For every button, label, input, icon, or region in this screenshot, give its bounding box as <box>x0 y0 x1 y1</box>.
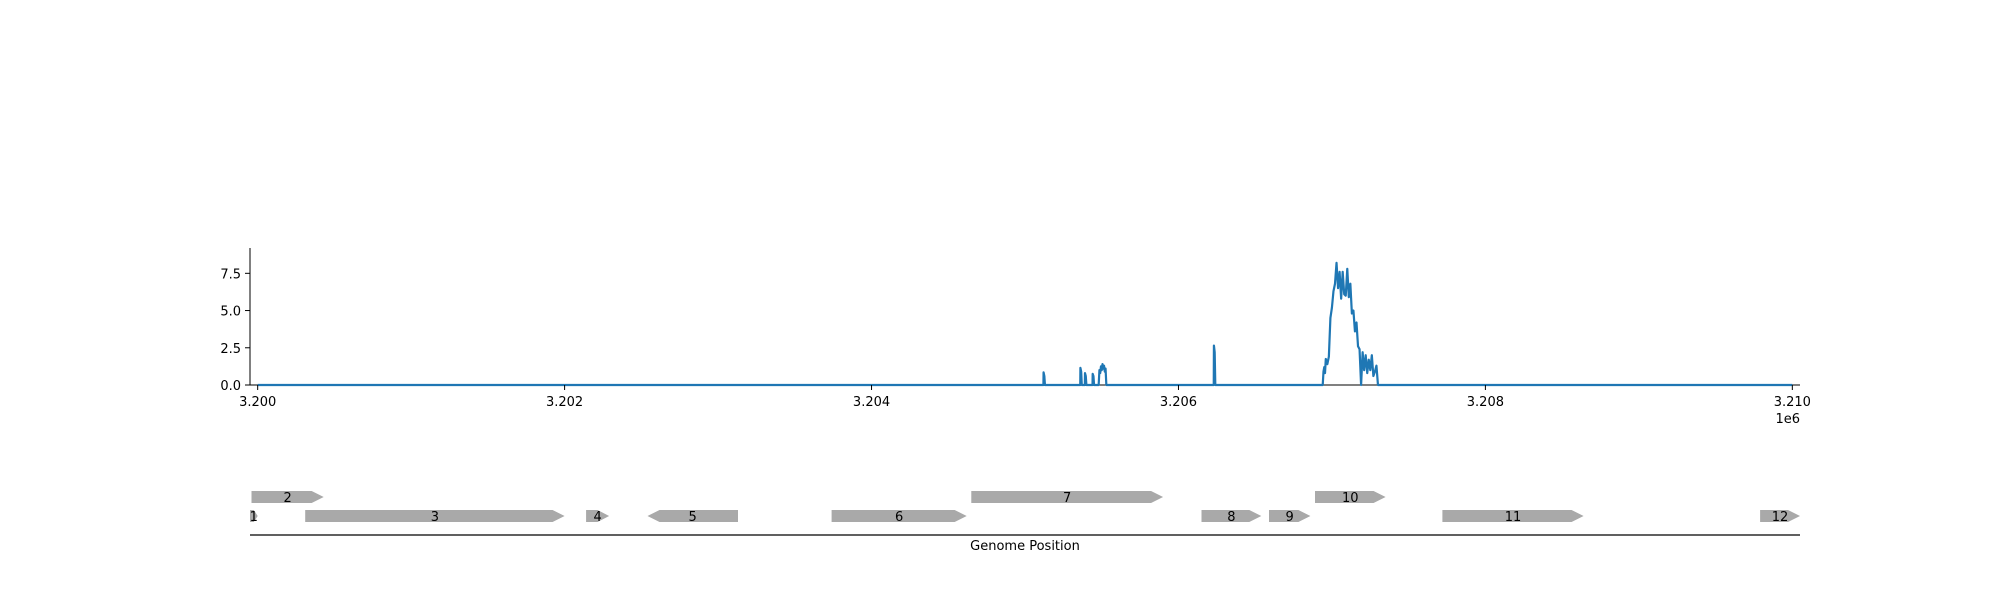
y-tick-label: 5.0 <box>220 305 241 320</box>
gene-arrow-11 <box>1442 510 1584 522</box>
gene-label: 3 <box>431 510 439 525</box>
gene-arrow-2 <box>251 491 324 503</box>
gene-label: 8 <box>1227 510 1235 525</box>
x-tick-label: 3.210 <box>1774 395 1811 410</box>
gene-label: 2 <box>283 491 291 506</box>
gene-arrow-1 <box>250 510 258 522</box>
y-axis-ticks: 0.0 2.5 5.0 7.5 <box>220 267 250 394</box>
x-tick-label: 3.200 <box>239 395 276 410</box>
gene-track-xlabel: Genome Position <box>970 539 1080 554</box>
gene-label: 5 <box>689 510 697 525</box>
gene-arrow-4 <box>586 510 610 522</box>
gene-arrow-12 <box>1760 510 1800 522</box>
x-tick-label: 3.204 <box>853 395 890 410</box>
y-tick-label: 2.5 <box>220 342 241 357</box>
gene-arrow-6 <box>831 510 967 522</box>
x-axis-offset-label: 1e6 <box>1775 412 1800 427</box>
gene-arrow-5 <box>647 510 738 522</box>
x-tick-label: 3.208 <box>1467 395 1504 410</box>
gene-arrow-9 <box>1269 510 1311 522</box>
y-tick-label: 0.0 <box>220 379 241 394</box>
gene-label: 9 <box>1286 510 1294 525</box>
gene-label: 7 <box>1063 491 1071 506</box>
gene-arrow-10 <box>1315 491 1386 503</box>
gene-label: 11 <box>1505 510 1522 525</box>
gene-label: 12 <box>1772 510 1789 525</box>
x-tick-label: 3.202 <box>546 395 583 410</box>
coverage-line <box>257 261 1793 387</box>
gene-arrow-7 <box>971 491 1164 503</box>
x-axis-ticks: 3.200 3.202 3.204 3.206 3.208 3.210 <box>239 385 1811 410</box>
gene-label: 1 <box>250 510 258 525</box>
x-tick-label: 3.206 <box>1160 395 1197 410</box>
gene-label: 4 <box>593 510 601 525</box>
gene-label: 6 <box>895 510 903 525</box>
gene-arrow-8 <box>1201 510 1262 522</box>
gene-arrow-3 <box>305 510 565 522</box>
y-tick-label: 7.5 <box>220 267 241 282</box>
coverage-plot <box>249 248 1800 387</box>
gene-label: 10 <box>1342 491 1359 506</box>
